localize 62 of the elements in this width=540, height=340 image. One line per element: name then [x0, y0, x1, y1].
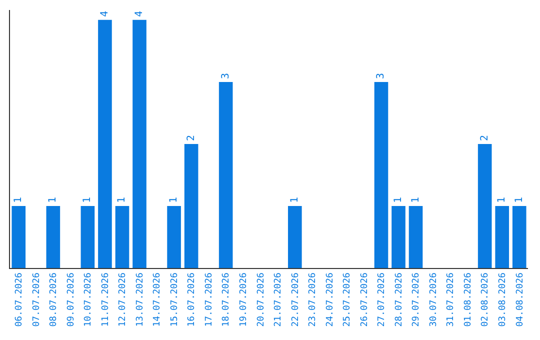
- bar: [132, 20, 146, 268]
- data-label: 1: [48, 196, 59, 203]
- x-tick-label: 04.08.2026: [515, 272, 526, 327]
- bar: [512, 206, 526, 268]
- x-tick-label: 03.08.2026: [498, 272, 508, 327]
- x-tick-label: 11.07.2026: [100, 272, 111, 327]
- bar: [374, 82, 388, 268]
- data-label: 4: [99, 10, 110, 17]
- bar: [98, 20, 112, 268]
- bar: [46, 206, 60, 268]
- x-tick-label: 17.07.2026: [204, 272, 214, 327]
- bar: [495, 206, 510, 268]
- data-label: 1: [168, 196, 180, 203]
- data-label: 1: [13, 196, 24, 203]
- x-tick-label: 23.07.2026: [308, 272, 318, 327]
- bar: [408, 206, 423, 268]
- x-tick-label: 18.07.2026: [222, 272, 232, 327]
- x-tick-label: 02.08.2026: [480, 272, 491, 327]
- x-tick-label: 19.07.2026: [239, 272, 250, 327]
- data-label: 1: [410, 196, 422, 203]
- bar: [12, 206, 26, 268]
- x-tick-label: 06.07.2026: [14, 272, 25, 327]
- bar: [392, 206, 406, 268]
- data-label: 1: [116, 196, 128, 203]
- x-tick-label: 30.07.2026: [428, 272, 439, 327]
- data-label: 3: [220, 72, 232, 79]
- bar: [184, 144, 198, 268]
- x-tick-label: 10.07.2026: [84, 272, 94, 327]
- data-label: 1: [514, 196, 525, 203]
- x-tick-label: 21.07.2026: [274, 272, 284, 327]
- data-label: 3: [376, 72, 387, 79]
- x-tick-label: 16.07.2026: [187, 272, 198, 327]
- x-tick-label: 07.07.2026: [32, 272, 42, 327]
- x-tick-label: 25.07.2026: [342, 272, 353, 327]
- x-tick-label: 20.07.2026: [256, 272, 266, 327]
- x-tick-label: 27.07.2026: [377, 272, 388, 327]
- x-tick-label: 09.07.2026: [66, 272, 76, 327]
- data-label: 1: [289, 196, 300, 203]
- x-tick-label: 26.07.2026: [360, 272, 370, 327]
- bar: [218, 82, 233, 268]
- data-label: 1: [82, 196, 94, 203]
- x-tick-label: 15.07.2026: [170, 272, 180, 327]
- x-tick-label: 24.07.2026: [325, 272, 336, 327]
- x-tick-label: 14.07.2026: [152, 272, 163, 327]
- bar: [478, 144, 492, 268]
- bar: [80, 206, 95, 268]
- x-tick-label: 28.07.2026: [394, 272, 404, 327]
- x-tick-label: 31.07.2026: [446, 272, 456, 327]
- x-tick-label: 01.08.2026: [463, 272, 474, 327]
- x-tick-label: 22.07.2026: [290, 272, 301, 327]
- data-label: 1: [393, 196, 404, 203]
- x-tick-label: 12.07.2026: [118, 272, 128, 327]
- data-label: 2: [479, 134, 490, 141]
- data-label: 2: [186, 134, 197, 141]
- x-tick-label: 08.07.2026: [49, 272, 60, 327]
- x-tick-label: 29.07.2026: [412, 272, 422, 327]
- bar: [288, 206, 302, 268]
- x-tick-label: 13.07.2026: [135, 272, 146, 327]
- bar: [115, 206, 130, 268]
- bar: [167, 206, 181, 268]
- data-label: 4: [134, 10, 145, 17]
- data-label: 1: [496, 196, 508, 203]
